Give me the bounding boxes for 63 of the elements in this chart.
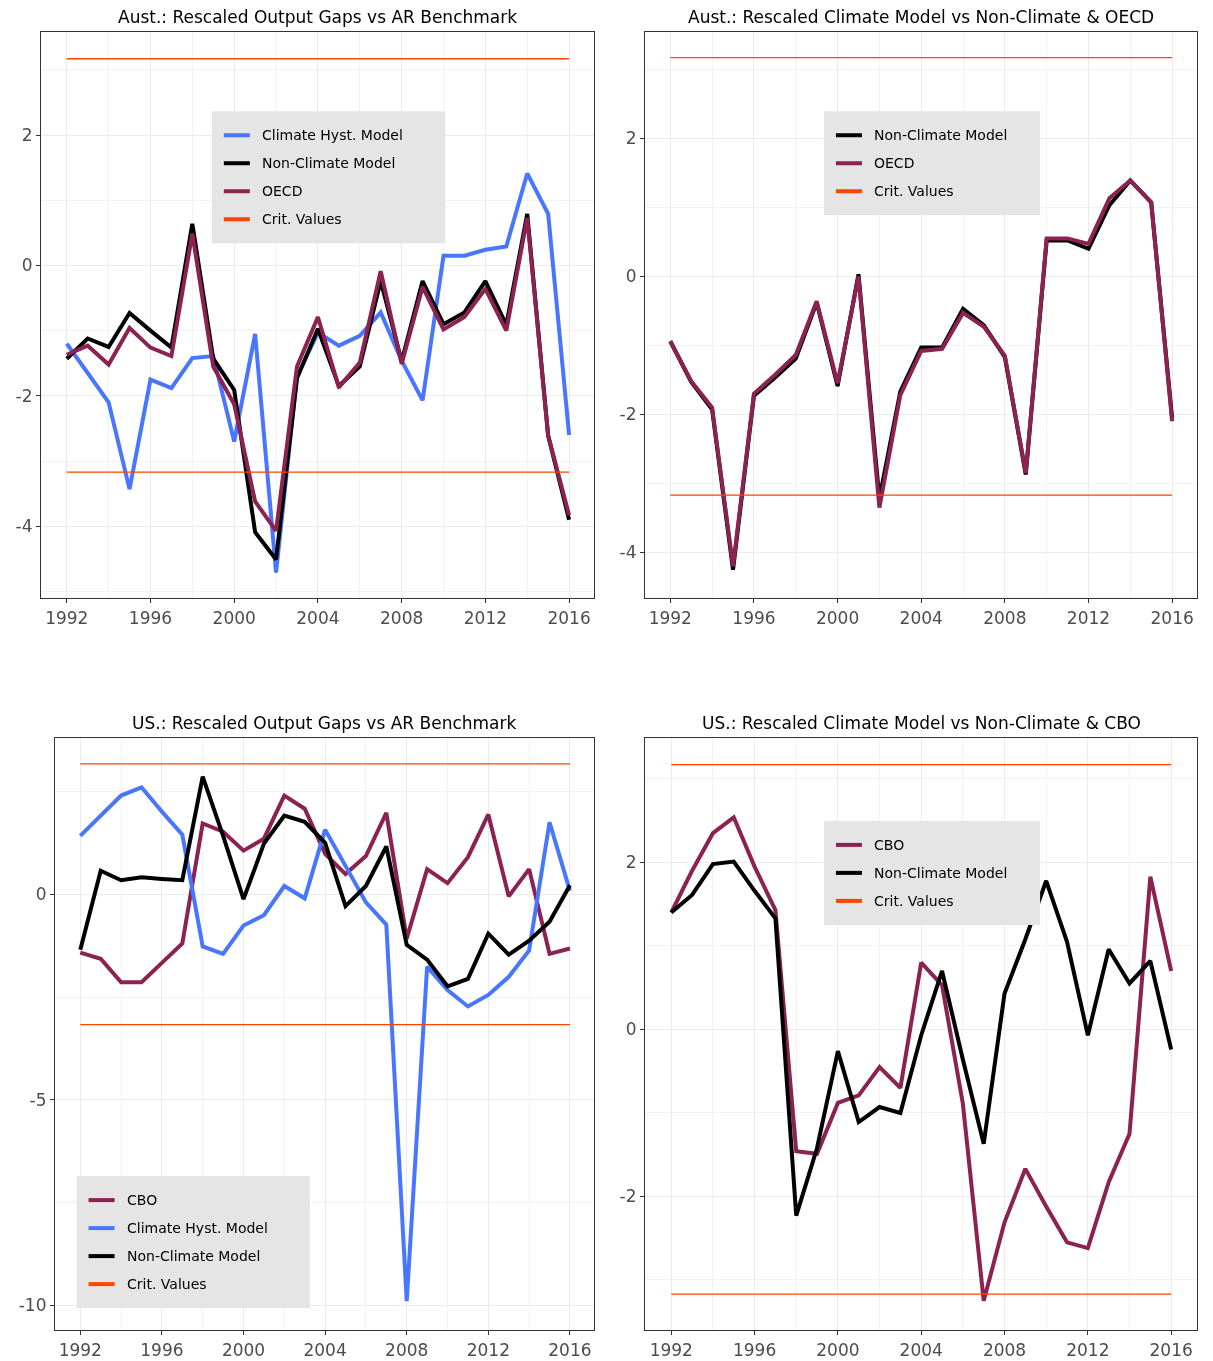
legend-label: CBO [127,1192,158,1208]
x-tick-label: 1996 [732,607,776,628]
x-tick-label: 2004 [296,607,340,628]
x-tick-label: 2012 [1066,1339,1110,1360]
x-tick-label: 2012 [1066,607,1111,628]
x-tick-label: 2004 [899,607,943,628]
x-tick-label: 2016 [1149,1339,1193,1360]
x-tick-label: 2008 [982,1339,1027,1360]
line-series [669,859,1174,1218]
x-tick-label: 2000 [815,607,860,628]
x-tick-label: 2008 [380,607,424,628]
legend-label: Non-Climate Model [874,865,1008,881]
legend-label: CBO [874,837,905,853]
y-tick-label: -2 [619,1186,637,1207]
legend-label: Climate Hyst. Model [262,127,403,143]
y-tick-label: 0 [625,1019,637,1040]
x-tick-label: 2000 [221,1339,266,1360]
y-tick-label: -4 [619,542,637,563]
y-tick-label: -10 [18,1295,47,1316]
x-tick-label: 2000 [816,1339,860,1360]
y-tick-label: 2 [625,852,637,873]
chart-title: US.: Rescaled Output Gaps vs AR Benchmark [132,713,517,733]
y-tick-label: 0 [625,266,637,287]
x-tick-label: 2004 [899,1339,943,1360]
chart-title: Aust.: Rescaled Climate Model vs Non-Climate & OECD [688,7,1155,27]
legend-label: Crit. Values [262,211,342,227]
x-tick-label: 1992 [649,1339,693,1360]
chart-title: Aust.: Rescaled Output Gaps vs AR Benchmark [118,7,518,27]
x-tick-label: 2016 [548,1339,592,1360]
legend-label: OECD [874,155,915,171]
x-tick-label: 1992 [648,607,692,628]
y-tick-label: -4 [15,516,33,537]
legend-label: Non-Climate Model [127,1248,261,1264]
x-tick-label: 2012 [466,1339,510,1360]
legend-label: Crit. Values [127,1276,207,1292]
line-series [78,785,572,1304]
x-tick-label: 2016 [547,607,591,628]
legend-label: Non-Climate Model [874,127,1008,143]
y-tick-label: -5 [29,1089,47,1110]
legend-label: OECD [262,183,303,199]
legend-label: Crit. Values [874,183,954,199]
line-series [669,815,1174,1303]
x-tick-label: 2008 [983,607,1027,628]
y-tick-label: -2 [15,385,33,406]
y-tick-label: 2 [21,124,33,145]
x-tick-label: 1996 [140,1339,184,1360]
legend-label: Non-Climate Model [262,155,396,171]
legend-label: Climate Hyst. Model [127,1220,268,1236]
x-tick-label: 2008 [385,1339,429,1360]
x-tick-label: 1992 [45,607,89,628]
x-tick-label: 1996 [128,607,173,628]
legend-label: Crit. Values [874,893,954,909]
x-tick-label: 2004 [303,1339,347,1360]
x-tick-label: 2016 [1150,607,1194,628]
y-tick-label: 2 [625,128,637,149]
y-tick-label: 0 [35,884,47,905]
x-tick-label: 2000 [212,607,256,628]
chart-title: US.: Rescaled Climate Model vs Non-Climate & CBO [702,713,1141,733]
x-tick-label: 2012 [463,607,507,628]
x-tick-label: 1996 [732,1339,777,1360]
y-tick-label: -2 [619,404,637,425]
y-tick-label: 0 [21,255,33,276]
x-tick-label: 1992 [58,1339,102,1360]
